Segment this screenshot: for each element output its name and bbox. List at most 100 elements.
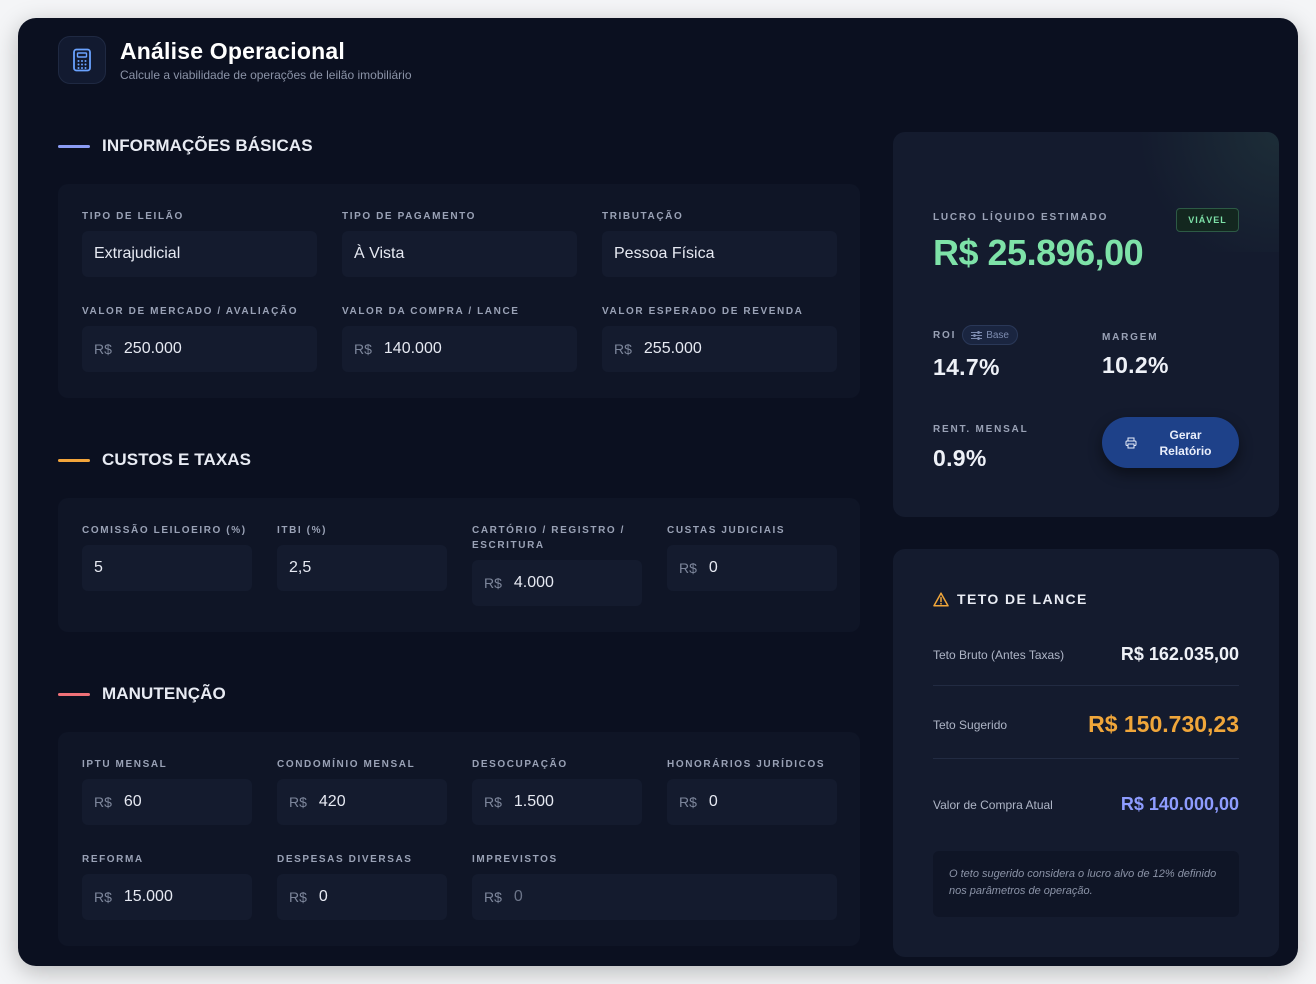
field-label: CONDOMÍNIO MENSAL bbox=[277, 759, 416, 770]
valor-compra-input[interactable]: R$ 140.000 bbox=[342, 326, 577, 372]
panel-basic-info: TIPO DE LEILÃO Extrajudicial TIPO DE PAG… bbox=[58, 184, 860, 398]
field-label: TIPO DE PAGAMENTO bbox=[342, 211, 477, 222]
margin-label: MARGEM bbox=[1102, 332, 1159, 343]
field-valor-mercado: VALOR DE MERCADO / AVALIAÇÃO bbox=[82, 304, 298, 319]
field-label-line1: CARTÓRIO / REGISTRO / bbox=[472, 525, 626, 536]
field-reforma: REFORMA bbox=[82, 852, 144, 867]
section-accent-bar bbox=[58, 692, 90, 696]
field-value: 0 bbox=[513, 888, 523, 905]
field-label: ITBI (%) bbox=[277, 525, 328, 536]
iptu-input[interactable]: R$ 60 bbox=[82, 779, 252, 825]
currency-prefix: R$ bbox=[679, 560, 697, 576]
field-condominio: CONDOMÍNIO MENSAL bbox=[277, 757, 415, 772]
status-badge: VIÁVEL bbox=[1176, 208, 1239, 232]
field-tipo-pagamento: TIPO DE PAGAMENTO bbox=[342, 209, 476, 224]
custas-judiciais-input[interactable]: R$ 0 bbox=[667, 545, 837, 591]
field-value: 60 bbox=[123, 793, 142, 810]
divider bbox=[933, 685, 1239, 686]
teto-sugerido-label: Teto Sugerido bbox=[933, 717, 1008, 732]
despesas-diversas-input[interactable]: R$ 0 bbox=[277, 874, 447, 920]
tipo-pagamento-select[interactable]: À Vista bbox=[342, 231, 577, 277]
panel-maintenance: IPTU MENSAL R$ 60 CONDOMÍNIO MENSAL R$ 4… bbox=[58, 732, 860, 946]
generate-report-button[interactable]: Gerar Relatório bbox=[1102, 417, 1239, 468]
warning-icon bbox=[933, 591, 949, 607]
field-label: IMPREVISTOS bbox=[472, 854, 558, 865]
currency-prefix: R$ bbox=[679, 794, 697, 810]
field-comissao: COMISSÃO LEILOEIRO (%) bbox=[82, 523, 247, 538]
field-label: HONORÁRIOS JURÍDICOS bbox=[667, 759, 826, 770]
roi-metric: ROI Base 14.7% bbox=[933, 324, 1018, 381]
valor-mercado-input[interactable]: R$ 250.000 bbox=[82, 326, 317, 372]
section-accent-bar bbox=[58, 458, 90, 462]
field-valor-revenda: VALOR ESPERADO DE REVENDA bbox=[602, 304, 804, 319]
section-header-basic: INFORMAÇÕES BÁSICAS bbox=[58, 136, 313, 156]
condominio-input[interactable]: R$ 420 bbox=[277, 779, 447, 825]
field-label: TRIBUTAÇÃO bbox=[602, 211, 684, 222]
roi-value: 14.7% bbox=[933, 354, 1000, 380]
report-button-line2: Relatório bbox=[1159, 443, 1212, 458]
imprevistos-input[interactable]: R$ 0 bbox=[472, 874, 837, 920]
reforma-input[interactable]: R$ 15.000 bbox=[82, 874, 252, 920]
field-value: 0 bbox=[708, 793, 718, 810]
tipo-leilao-select[interactable]: Extrajudicial bbox=[82, 231, 317, 277]
compra-atual-label: Valor de Compra Atual bbox=[933, 797, 1053, 812]
summary-card: LUCRO LÍQUIDO ESTIMADO VIÁVEL R$ 25.896,… bbox=[893, 132, 1279, 517]
app-window: Análise Operacional Calcule a viabilidad… bbox=[18, 18, 1298, 966]
field-label-line2: ESCRITURA bbox=[472, 540, 545, 551]
itbi-input[interactable]: 2,5 bbox=[277, 545, 447, 591]
teto-sugerido-value: R$ 150.730,23 bbox=[1088, 711, 1239, 737]
field-value: 420 bbox=[318, 793, 346, 810]
currency-prefix: R$ bbox=[289, 889, 307, 905]
section-header-maintenance: MANUTENÇÃO bbox=[58, 684, 226, 704]
roi-base-toggle[interactable]: Base bbox=[962, 325, 1018, 345]
valor-revenda-input[interactable]: R$ 255.000 bbox=[602, 326, 837, 372]
desocupacao-input[interactable]: R$ 1.500 bbox=[472, 779, 642, 825]
field-despesas-diversas: DESPESAS DIVERSAS bbox=[277, 852, 413, 867]
tributacao-select[interactable]: Pessoa Física bbox=[602, 231, 837, 277]
honorarios-input[interactable]: R$ 0 bbox=[667, 779, 837, 825]
field-custas-judiciais: CUSTAS JUDICIAIS bbox=[667, 523, 785, 538]
field-label: DESOCUPAÇÃO bbox=[472, 759, 568, 770]
compra-atual-row: Valor de Compra Atual R$ 140.000,00 bbox=[933, 794, 1239, 815]
field-value: 1.500 bbox=[513, 793, 554, 810]
report-button-line1: Gerar bbox=[1169, 427, 1202, 442]
field-value: Pessoa Física bbox=[614, 245, 715, 262]
field-value: 255.000 bbox=[643, 340, 702, 357]
field-label: VALOR DE MERCADO / AVALIAÇÃO bbox=[82, 306, 299, 317]
field-value: 4.000 bbox=[513, 574, 554, 591]
field-value: 15.000 bbox=[123, 888, 173, 905]
teto-title: TETO DE LANCE bbox=[957, 591, 1088, 607]
teto-bruto-label: Teto Bruto (Antes Taxas) bbox=[933, 647, 1065, 662]
currency-prefix: R$ bbox=[94, 794, 112, 810]
margin-metric: MARGEM 10.2% bbox=[1102, 332, 1169, 379]
field-label: DESPESAS DIVERSAS bbox=[277, 854, 413, 865]
page-subtitle: Calcule a viabilidade de operações de le… bbox=[120, 68, 412, 82]
cartorio-input[interactable]: R$ 4.000 bbox=[472, 560, 642, 606]
field-label: REFORMA bbox=[82, 854, 144, 865]
field-value: 140.000 bbox=[383, 340, 442, 357]
printer-icon bbox=[1125, 437, 1136, 448]
field-label: COMISSÃO LEILOEIRO (%) bbox=[82, 525, 247, 536]
currency-prefix: R$ bbox=[289, 794, 307, 810]
field-honorarios: HONORÁRIOS JURÍDICOS bbox=[667, 757, 825, 772]
margin-value: 10.2% bbox=[1102, 352, 1169, 378]
section-title: MANUTENÇÃO bbox=[102, 684, 226, 703]
field-cartorio: CARTÓRIO / REGISTRO / ESCRITURA bbox=[472, 523, 625, 553]
currency-prefix: R$ bbox=[354, 341, 372, 357]
compra-atual-value: R$ 140.000,00 bbox=[1120, 794, 1239, 814]
field-value: 250.000 bbox=[123, 340, 182, 357]
field-label: CUSTAS JUDICIAIS bbox=[667, 525, 786, 536]
field-value: 0 bbox=[318, 888, 328, 905]
comissao-input[interactable]: 5 bbox=[82, 545, 252, 591]
teto-header: TETO DE LANCE bbox=[933, 591, 1088, 607]
field-iptu: IPTU MENSAL bbox=[82, 757, 167, 772]
field-tributacao: TRIBUTAÇÃO bbox=[602, 209, 683, 224]
field-value: 2,5 bbox=[289, 559, 312, 576]
profit-value: R$ 25.896,00 bbox=[933, 232, 1144, 273]
teto-bruto-row: Teto Bruto (Antes Taxas) R$ 162.035,00 bbox=[933, 644, 1239, 665]
field-tipo-leilao: TIPO DE LEILÃO bbox=[82, 209, 184, 224]
teto-bruto-value: R$ 162.035,00 bbox=[1120, 644, 1239, 664]
currency-prefix: R$ bbox=[484, 889, 502, 905]
currency-prefix: R$ bbox=[614, 341, 632, 357]
field-value: À Vista bbox=[354, 245, 405, 262]
